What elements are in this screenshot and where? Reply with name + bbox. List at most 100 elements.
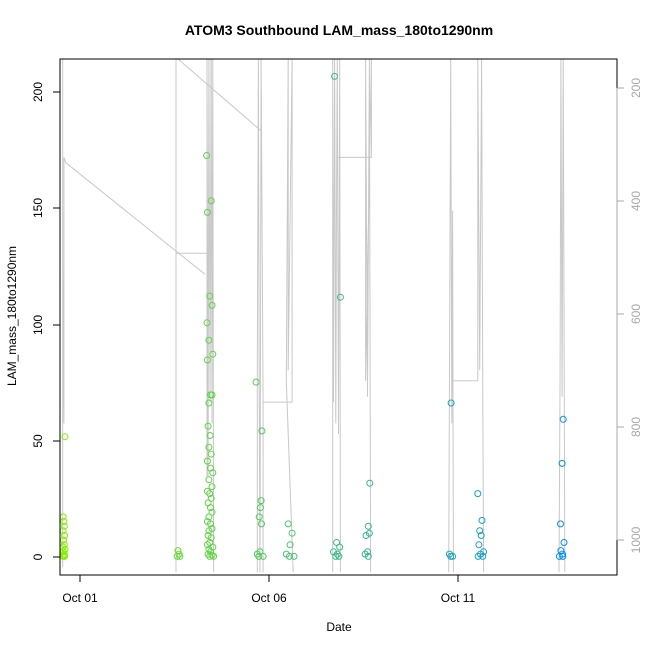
- y2-tick-label: 200: [629, 78, 643, 98]
- data-point: [60, 551, 68, 559]
- y2-tick-label: 1000: [629, 526, 643, 553]
- data-point: [203, 208, 211, 216]
- data-point: [255, 513, 263, 521]
- data-point: [336, 293, 344, 301]
- y-tick-label: 0: [31, 553, 45, 560]
- trace-segment: [452, 58, 485, 573]
- data-point: [207, 520, 214, 528]
- x-axis-label: Date: [326, 620, 352, 634]
- data-point: [366, 479, 374, 487]
- data-point: [258, 427, 266, 435]
- data-point: [447, 399, 455, 407]
- data-point: [203, 152, 211, 159]
- data-point: [560, 539, 568, 546]
- data-point: [60, 518, 68, 525]
- data-point: [61, 532, 69, 539]
- data-point: [255, 552, 263, 560]
- data-point: [474, 552, 482, 560]
- data-point: [332, 552, 340, 560]
- data-point: [61, 433, 69, 441]
- data-point: [259, 552, 267, 560]
- data-point: [478, 516, 486, 524]
- data-point: [447, 552, 455, 560]
- x-tick-label: Oct 01: [62, 591, 98, 605]
- data-point: [204, 422, 212, 430]
- data-point: [449, 552, 457, 560]
- data-point: [203, 457, 211, 465]
- data-point: [205, 336, 213, 344]
- secondary-y-axis: 200 400 600 800 1000: [616, 78, 643, 553]
- trace-segment: [62, 59, 206, 567]
- data-point: [558, 459, 566, 467]
- secondary-trace: [62, 58, 566, 573]
- data-point: [479, 552, 487, 560]
- data-point: [207, 450, 215, 458]
- y-tick-label: 200: [31, 82, 45, 102]
- data-point: [207, 197, 215, 205]
- data-point: [285, 552, 293, 560]
- data-point: [208, 483, 216, 491]
- x-tick-label: Oct 06: [251, 591, 287, 605]
- data-point: [205, 399, 213, 407]
- data-point: [209, 469, 217, 477]
- data-point: [284, 520, 292, 528]
- data-point: [208, 301, 216, 309]
- data-point: [60, 522, 68, 530]
- data-point: [205, 476, 213, 484]
- y2-tick-label: 400: [629, 191, 643, 211]
- trace-segment: [332, 58, 341, 573]
- data-point: [364, 548, 371, 556]
- data-point: [206, 552, 214, 560]
- data-point: [336, 543, 344, 551]
- x-axis: Oct 01 Oct 06 Oct 11: [62, 574, 476, 605]
- data-point: [476, 527, 484, 535]
- y-axis: 0 50 100 150 200: [31, 82, 61, 560]
- data-point: [364, 522, 372, 530]
- trace-segment: [256, 58, 264, 573]
- data-point: [559, 552, 567, 560]
- data-point: [210, 552, 218, 560]
- data-point: [252, 378, 260, 386]
- data-point: [288, 529, 296, 537]
- data-point: [475, 541, 483, 549]
- trace-segment: [206, 58, 215, 573]
- data-point: [258, 520, 265, 528]
- data-point: [286, 541, 294, 549]
- data-point: [208, 508, 216, 516]
- y2-tick-label: 600: [629, 304, 643, 324]
- y-tick-label: 100: [31, 315, 45, 335]
- data-point: [205, 527, 213, 535]
- data-points: [59, 72, 568, 560]
- data-point: [206, 432, 214, 439]
- data-point: [207, 534, 215, 542]
- data-point: [477, 550, 484, 558]
- data-point: [364, 552, 372, 560]
- y-tick-label: 150: [31, 198, 45, 218]
- data-point: [203, 487, 211, 495]
- trace-segment: [263, 58, 294, 573]
- trace-segment: [175, 59, 212, 573]
- trace-segment: [336, 58, 372, 573]
- chart-title: ATOM3 Southbound LAM_mass_180to1290nm: [185, 22, 493, 38]
- data-point: [557, 520, 564, 528]
- data-point: [206, 490, 214, 498]
- data-point: [474, 490, 482, 498]
- data-point: [335, 552, 343, 560]
- trace-segment: [558, 58, 566, 573]
- data-point: [203, 319, 211, 327]
- data-point: [207, 504, 214, 512]
- data-point: [203, 356, 211, 364]
- data-point: [256, 504, 264, 512]
- data-point: [208, 391, 216, 399]
- data-point: [173, 552, 181, 560]
- data-point: [331, 72, 339, 80]
- data-point: [257, 497, 265, 505]
- y-tick-label: 50: [31, 434, 45, 448]
- data-point: [365, 529, 373, 537]
- x-tick-label: Oct 11: [441, 591, 476, 605]
- y2-tick-label: 800: [629, 417, 643, 437]
- trace-segment: [177, 58, 262, 132]
- data-point: [209, 350, 217, 358]
- data-point: [206, 292, 214, 300]
